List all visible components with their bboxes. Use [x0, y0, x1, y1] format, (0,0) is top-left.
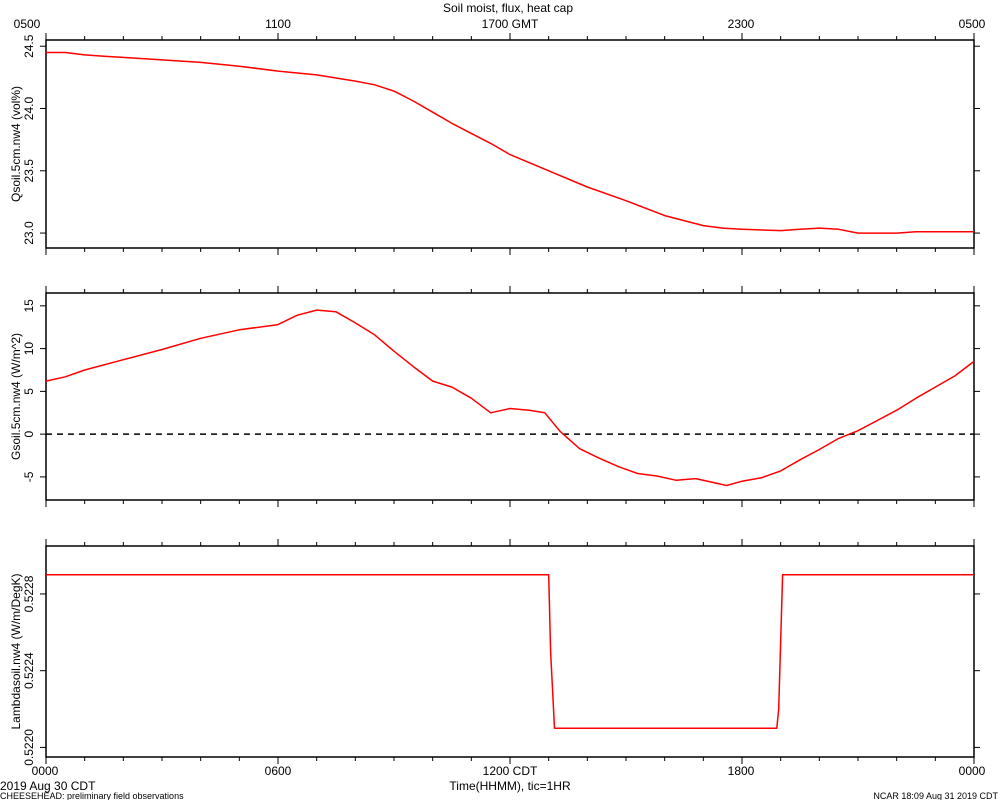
x-axis-label: Time(HHMM), tic=1HR — [449, 779, 571, 793]
bottom-tick-label: 1800 — [728, 764, 755, 778]
y-tick-label: 0.5224 — [22, 652, 36, 689]
y-tick-label: 0.5220 — [22, 729, 36, 766]
y-tick-label: 23.0 — [22, 221, 36, 245]
panel-soil-heat-flux: -5 0 5 10 15 Gsoil.5cm.nw4 (W/m^2) — [9, 286, 980, 507]
footer-left: CHEESEHEAD: preliminary field observatio… — [0, 791, 184, 800]
bottom-tick-label: 0000 — [959, 764, 986, 778]
y-tick-label: 24.0 — [22, 97, 36, 121]
plot-frame — [45, 39, 975, 249]
series-line — [45, 309, 975, 487]
plot-frame — [45, 292, 975, 501]
bottom-tick-label: 0600 — [265, 764, 292, 778]
y-axis-label: Qsoil.5cm.nw4 (vol%) — [9, 86, 23, 202]
series-line — [46, 574, 974, 729]
bottom-tick-label: 1200 CDT — [483, 764, 538, 778]
top-tick-label: 1700 GMT — [482, 17, 539, 31]
top-tick-label: 2300 — [728, 17, 755, 31]
y-tick-label: 24.5 — [22, 34, 36, 58]
top-tick-label: 0500 — [959, 17, 986, 31]
plot-frame — [45, 545, 975, 758]
y-axis-label: Gsoil.5cm.nw4 (W/m^2) — [9, 333, 23, 460]
y-tick-label: -5 — [22, 471, 36, 482]
figure-title: Soil moist, flux, heat cap — [443, 1, 573, 15]
footer-right: NCAR 18:09 Aug 31 2019 CDT — [873, 791, 998, 800]
top-axis-tick-labels: 0500 1100 1700 GMT 2300 0500 — [14, 17, 986, 31]
y-tick-label: 0.5228 — [22, 575, 36, 612]
y-tick-label: 5 — [22, 388, 36, 395]
bottom-tick-label: 0000 — [32, 764, 59, 778]
y-axis-label: Lambdasoil.nw4 (W/m/DegK) — [9, 573, 23, 729]
panel-soil-moisture: 23.0 23.5 24.0 24.5 Qsoil.5cm.nw4 (vol%) — [9, 33, 980, 255]
y-tick-label: 23.5 — [22, 159, 36, 183]
series-line — [46, 51, 974, 234]
top-tick-label: 1100 — [265, 17, 291, 31]
y-tick-label: 0 — [22, 430, 36, 437]
y-tick-label: 15 — [22, 299, 36, 313]
date-label: 2019 Aug 30 CDT — [0, 779, 96, 793]
top-tick-label: 0500 — [14, 17, 41, 31]
y-tick-label: 10 — [22, 342, 36, 356]
bottom-axis-tick-labels: 0000 0600 1200 CDT 1800 0000 — [32, 764, 986, 778]
